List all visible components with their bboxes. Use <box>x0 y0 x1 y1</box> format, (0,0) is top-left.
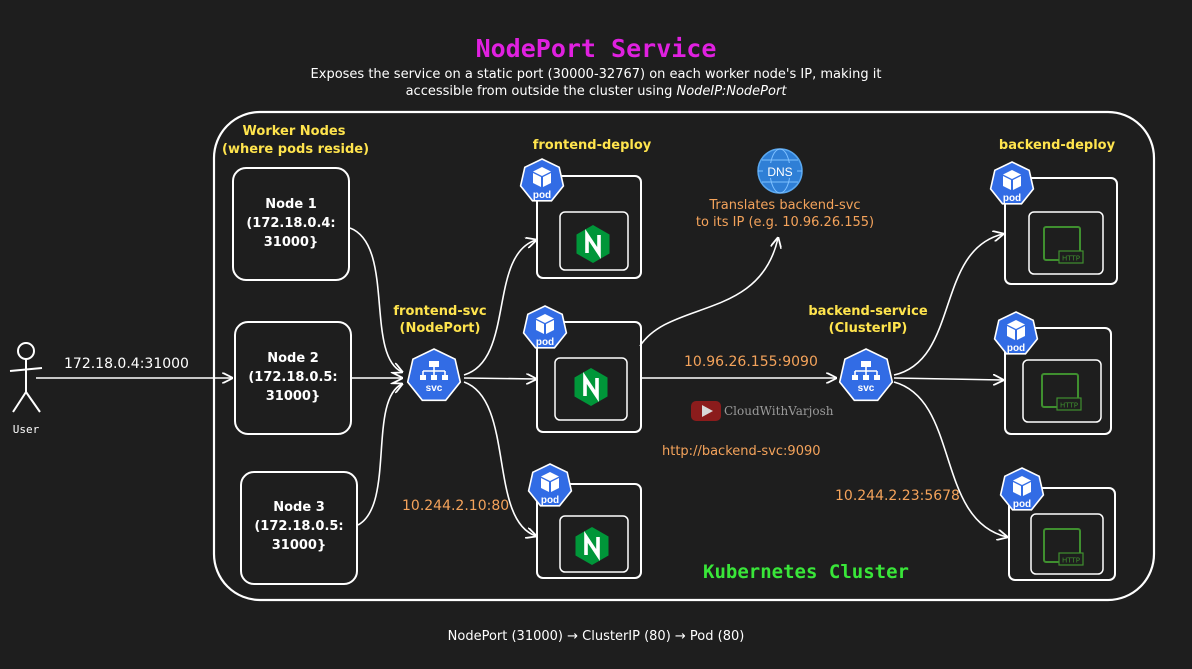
cluster-label: Kubernetes Cluster <box>703 561 909 583</box>
user-stick-figure-icon <box>9 342 43 413</box>
arrow-backend-svc-to-pod2 <box>893 378 1003 380</box>
worker-nodes-heading-line1: Worker Nodes <box>242 124 346 139</box>
subtitle-line2-italic: NodeIP:NodePort <box>676 84 787 99</box>
subtitle-line2-prefix: accessible from outside the cluster usin… <box>405 84 677 99</box>
frontend-pod-3-container <box>559 515 629 573</box>
connection-arrows <box>36 227 1007 537</box>
node-port: 31000} <box>271 538 327 553</box>
page-subtitle: Exposes the service on a static port (30… <box>296 66 896 100</box>
frontend-pod-1-container <box>559 211 629 271</box>
frontend-pod-2-container <box>554 357 628 421</box>
pod-icon: pod <box>989 161 1035 205</box>
node-name: Node 3 <box>273 500 325 515</box>
svg-text:pod: pod <box>1003 193 1021 204</box>
svg-text:HTTP: HTTP <box>1060 402 1078 410</box>
cluster-ip-call-label: 10.96.26.155:9090 <box>684 354 818 370</box>
http-container-icon: HTTP <box>1043 226 1084 264</box>
node-port: 31000} <box>263 235 319 250</box>
watermark-label: CloudWithVarjosh <box>724 404 834 418</box>
nginx-icon <box>574 223 612 265</box>
user-label: User <box>12 423 40 436</box>
dns-note-line2: to its IP (e.g. 10.96.26.155) <box>695 215 875 230</box>
nginx-icon <box>573 525 611 567</box>
arrow-backend-svc-to-pod1 <box>893 234 1003 376</box>
node-ip: (172.18.0.5: <box>254 519 344 534</box>
backend-deploy-label: backend-deploy <box>998 138 1116 153</box>
svg-text:svc: svc <box>426 383 443 394</box>
footer-flow: NodePort (31000) → ClusterIP (80) → Pod … <box>447 629 745 644</box>
arrow-pod-to-dns <box>639 238 778 347</box>
pod-icon: pod <box>527 463 573 507</box>
node-port: 31000} <box>265 389 321 404</box>
dns-globe-icon: DNS <box>757 148 803 194</box>
worker-nodes-heading-line2: (where pods reside) <box>222 142 370 157</box>
pod-icon: pod <box>522 305 568 349</box>
kubernetes-cluster-boundary <box>212 110 1156 602</box>
arrow-node3-to-svc <box>357 384 402 526</box>
user-request-label: 172.18.0.4:31000 <box>64 356 189 372</box>
backend-pod-1-container <box>1028 211 1104 275</box>
frontend-pod-endpoint: 10.244.2.10:80 <box>402 498 510 514</box>
svg-text:pod: pod <box>536 337 554 348</box>
pod-icon: pod <box>993 311 1039 355</box>
backend-pod-endpoint: 10.244.2.23:5678 <box>835 488 960 504</box>
http-container-icon: HTTP <box>1043 528 1084 566</box>
svg-text:pod: pod <box>1013 499 1031 510</box>
svg-text:svc: svc <box>858 383 875 394</box>
arrow-svc-to-frontend-pod1 <box>463 240 536 376</box>
arrow-svc-to-frontend-pod2 <box>463 378 536 379</box>
node-ip: (172.18.0.5: <box>248 370 338 385</box>
http-call-label: http://backend-svc:9090 <box>662 444 821 459</box>
node-1-label: Node 1 (172.18.0.4: 31000} <box>233 195 349 252</box>
backend-pod-2-box <box>1004 327 1112 435</box>
page-title: NodePort Service <box>475 34 717 63</box>
svg-text:pod: pod <box>533 190 551 201</box>
arrow-node1-to-svc <box>349 227 402 372</box>
backend-service-type: (ClusterIP) <box>828 321 908 336</box>
backend-pod-3-container <box>1030 513 1104 575</box>
node-name: Node 2 <box>267 351 319 366</box>
pod-icon: pod <box>999 467 1045 511</box>
node-3-box <box>240 471 358 585</box>
nginx-icon <box>572 366 610 408</box>
backend-svc-icon: svc <box>838 348 894 402</box>
youtube-icon <box>691 401 721 421</box>
frontend-svc-name: frontend-svc <box>393 304 487 319</box>
frontend-pod-1-box <box>536 175 642 279</box>
frontend-svc-type: (NodePort) <box>399 321 481 336</box>
node-ip: (172.18.0.4: <box>246 216 336 231</box>
backend-service-name: backend-service <box>808 304 928 319</box>
pod-icon: pod <box>519 158 565 202</box>
node-1-box <box>232 167 350 281</box>
node-2-label: Node 2 (172.18.0.5: 31000} <box>235 349 351 406</box>
svg-text:HTTP: HTTP <box>1062 255 1080 263</box>
subtitle-line1: Exposes the service on a static port (30… <box>310 67 882 82</box>
node-3-label: Node 3 (172.18.0.5: 31000} <box>241 498 357 555</box>
node-2-box <box>234 321 352 435</box>
svg-text:pod: pod <box>1007 343 1025 354</box>
backend-pod-2-container <box>1022 359 1102 423</box>
frontend-svc-icon: svc <box>406 348 462 402</box>
svg-text:DNS: DNS <box>767 165 792 179</box>
dns-note-line1: Translates backend-svc <box>709 198 861 213</box>
svg-text:pod: pod <box>541 495 559 506</box>
node-name: Node 1 <box>265 197 317 212</box>
arrow-svc-to-frontend-pod3 <box>463 381 536 536</box>
frontend-deploy-label: frontend-deploy <box>532 138 652 153</box>
http-container-icon: HTTP <box>1041 373 1082 411</box>
svg-text:HTTP: HTTP <box>1062 557 1080 565</box>
arrow-backend-svc-to-pod3 <box>893 381 1007 537</box>
